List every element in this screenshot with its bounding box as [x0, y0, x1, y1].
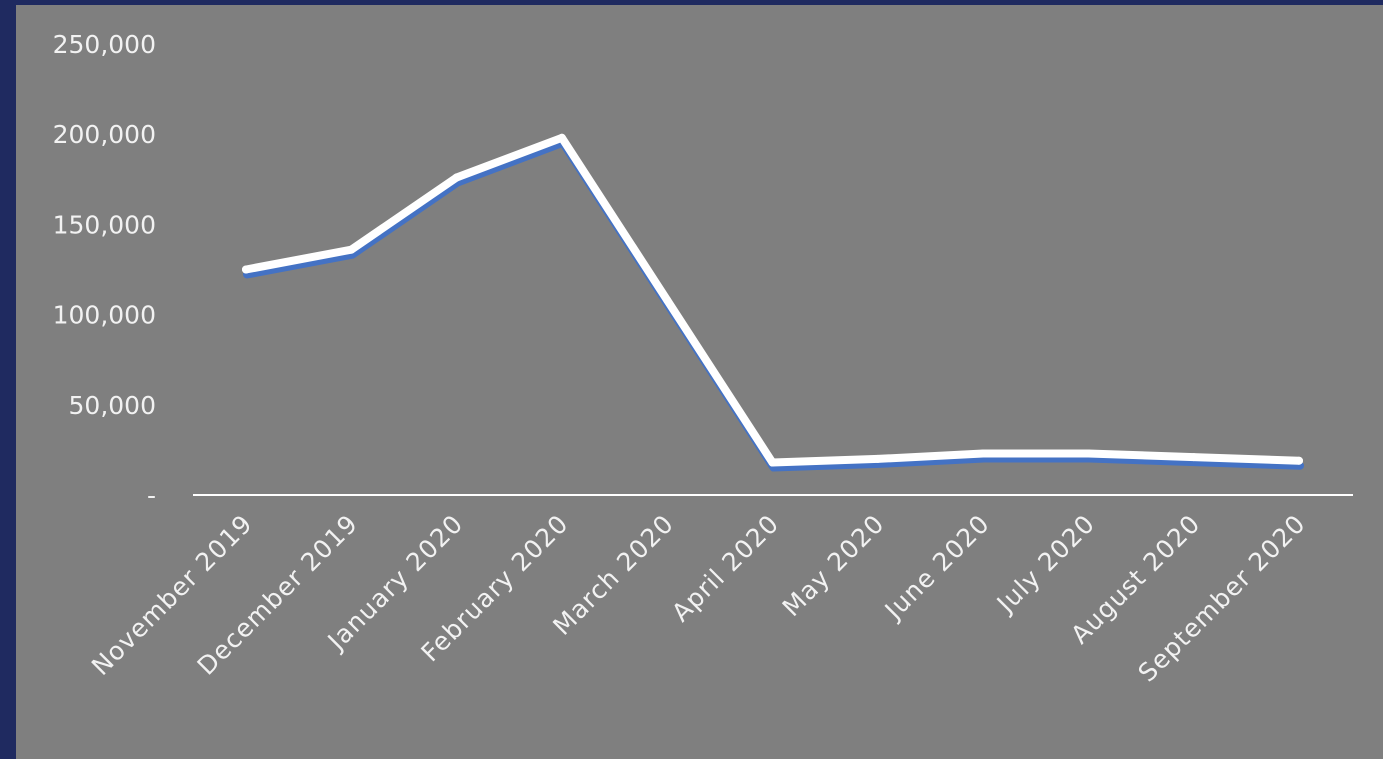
- y-tick-label: 100,000: [53, 301, 156, 330]
- data-point: [1189, 453, 1198, 462]
- data-point: [663, 296, 672, 305]
- series-layer: [242, 133, 1304, 472]
- drop-lines: [245, 137, 1300, 495]
- data-point: [979, 449, 988, 458]
- y-axis: - 50,000 100,000 150,000 200,000 250,000: [53, 30, 156, 510]
- data-point: [1084, 449, 1093, 458]
- plot-area: - 50,000 100,000 150,000 200,000 250,000 Nove…: [16, 5, 1383, 759]
- data-point: [873, 454, 882, 463]
- line-chart: - 50,000 100,000 150,000 200,000 250,000 Nove…: [53, 30, 1353, 688]
- series-line-shadow: [243, 138, 1304, 472]
- x-tick-label: April 2020: [666, 509, 785, 628]
- y-tick-label: 200,000: [53, 120, 156, 149]
- x-tick-label: May 2020: [777, 509, 890, 622]
- y-tick-label: 50,000: [69, 391, 156, 420]
- data-point: [242, 265, 250, 274]
- y-tick-label: -: [147, 481, 156, 510]
- y-tick-label: 150,000: [53, 210, 156, 239]
- series-line: [242, 133, 1303, 467]
- x-tick-label: June 2020: [878, 509, 995, 626]
- data-point: [1295, 456, 1303, 465]
- data-point: [452, 173, 461, 182]
- x-tick-label: July 2020: [990, 509, 1101, 620]
- data-point: [347, 245, 356, 254]
- data-point: [557, 133, 566, 142]
- data-point: [768, 458, 777, 467]
- y-tick-label: 250,000: [53, 30, 156, 59]
